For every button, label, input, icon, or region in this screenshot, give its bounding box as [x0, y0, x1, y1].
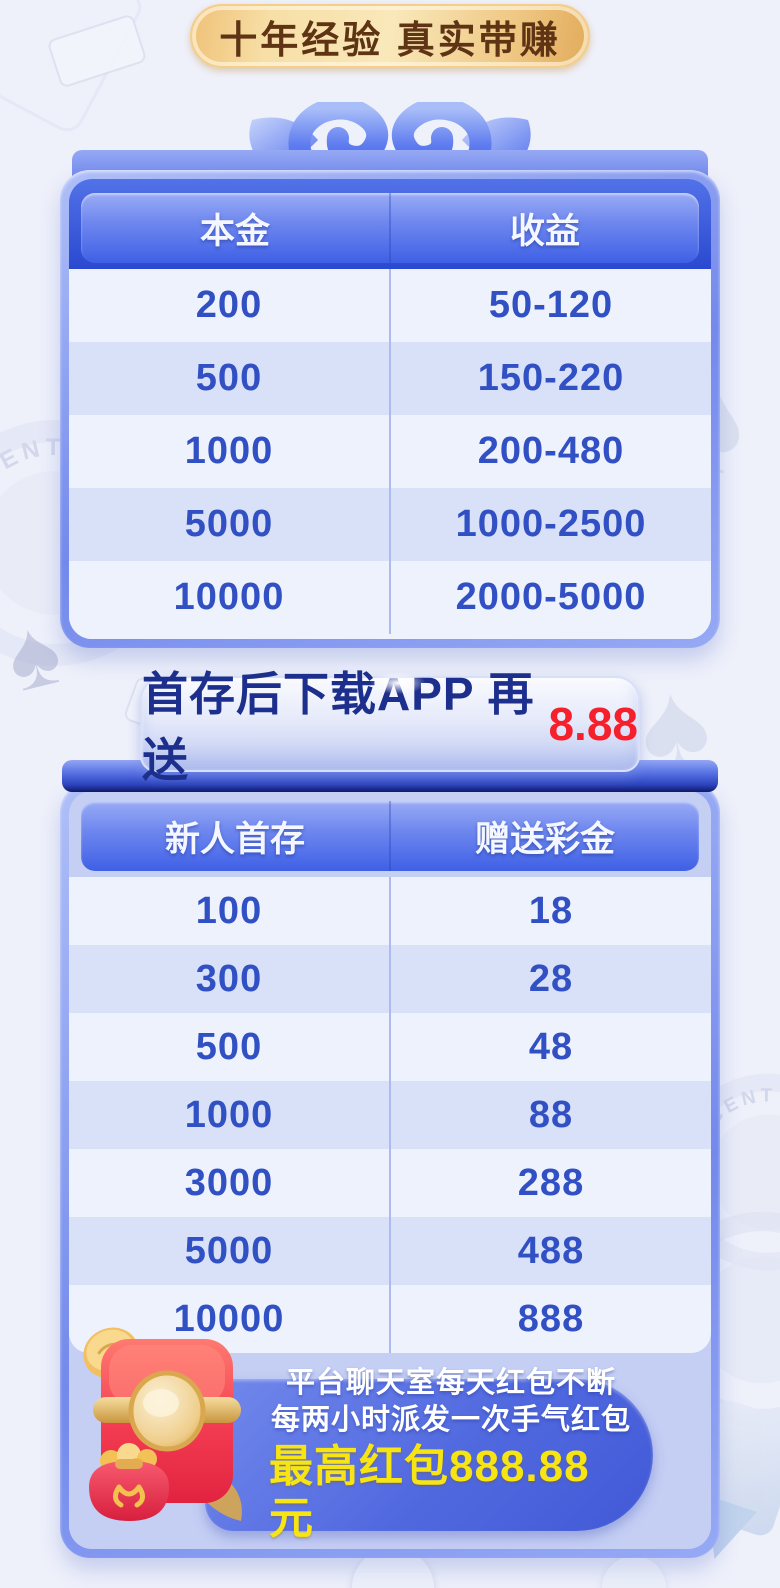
- table-row: 10000 2000-5000: [69, 561, 711, 634]
- bonus-cell: 28: [528, 957, 574, 1000]
- bonus-cell: 48: [528, 1025, 574, 1068]
- red-packet-promo-pill: 平台聊天室每天红包不断 每两小时派发一次手气红包 最高红包888.88元: [205, 1367, 653, 1543]
- promo-max-amount: 最高红包888.88元: [269, 1442, 590, 1543]
- red-packet-promo-section: 平台聊天室每天红包不断 每两小时派发一次手气红包 最高红包888.88元: [69, 1327, 711, 1549]
- profit-table-header-row: 本金 收益: [81, 193, 699, 263]
- experience-badge: 十年经验 真实带赚: [190, 4, 590, 68]
- profit-cell: 1000-2500: [455, 503, 647, 545]
- deposit-cell: 300: [69, 945, 391, 1013]
- deposit-cell: 100: [69, 877, 391, 945]
- red-envelope-icon: [83, 1327, 242, 1521]
- deposit-table-header-row: 新人首存 赠送彩金: [81, 801, 699, 871]
- column-header-principal: 本金: [81, 193, 391, 263]
- bonus-cell: 888: [517, 1297, 585, 1340]
- principal-cell: 500: [69, 342, 391, 415]
- table-row: 5000 1000-2500: [69, 488, 711, 561]
- promo-line-2: 每两小时派发一次手气红包: [270, 1404, 631, 1436]
- principal-cell: 1000: [69, 415, 391, 488]
- money-bag-icon: [89, 1443, 169, 1521]
- principal-cell: 10000: [69, 561, 391, 634]
- download-app-banner[interactable]: 首存后下载APP 再送 8.88: [140, 668, 640, 786]
- profit-table-panel: 本金 收益 200 50-120 500 150-220 1000 200-48…: [60, 170, 720, 648]
- table-row: 500 48: [69, 1013, 711, 1081]
- deposit-table-header-cap: 新人首存 赠送彩金: [69, 791, 711, 877]
- column-header-first-deposit: 新人首存: [81, 801, 391, 871]
- bonus-cell: 88: [528, 1093, 574, 1136]
- profit-cell: 150-220: [477, 357, 625, 399]
- table-row: 10000 888: [69, 1285, 711, 1353]
- profit-cell: 50-120: [488, 284, 614, 326]
- bonus-cell: 488: [517, 1229, 585, 1272]
- table-row: 200 50-120: [69, 269, 711, 342]
- column-header-bonus: 赠送彩金: [474, 819, 615, 859]
- profit-cell: 2000-5000: [455, 576, 647, 618]
- experience-badge-label: 十年经验 真实带赚: [219, 19, 561, 62]
- deposit-table-panel: 新人首存 赠送彩金 100 18 300 28 500 48 100: [60, 782, 720, 1558]
- table-row: 5000 488: [69, 1217, 711, 1285]
- table-row: 1000 88: [69, 1081, 711, 1149]
- banner-bonus-amount: 8.88: [548, 698, 638, 750]
- deposit-cell: 5000: [69, 1217, 391, 1285]
- deposit-cell: 10000: [69, 1285, 391, 1353]
- table-row: 3000 288: [69, 1149, 711, 1217]
- bonus-cell: 288: [517, 1161, 585, 1204]
- principal-cell: 5000: [69, 488, 391, 561]
- profit-table-header-cap: 本金 收益: [69, 179, 711, 269]
- banner-text: 首存后下载APP 再送: [142, 668, 535, 786]
- deposit-cell: 3000: [69, 1149, 391, 1217]
- table-row: 300 28: [69, 945, 711, 1013]
- glass-box-decoration: [46, 13, 148, 89]
- banner-glare: [370, 672, 427, 694]
- column-header-profit: 收益: [509, 211, 580, 251]
- deposit-cell: 500: [69, 1013, 391, 1081]
- table-row: 1000 200-480: [69, 415, 711, 488]
- profit-table-body: 200 50-120 500 150-220 1000 200-480 5000…: [69, 269, 711, 639]
- deposit-cell: 1000: [69, 1081, 391, 1149]
- table-row: 500 150-220: [69, 342, 711, 415]
- deposit-table-body: 100 18 300 28 500 48 1000 88 3000 288: [69, 877, 711, 1353]
- table-row: 100 18: [69, 877, 711, 945]
- principal-cell: 200: [69, 269, 391, 342]
- profit-cell: 200-480: [477, 430, 625, 472]
- chess-pawn-decoration: [602, 1556, 666, 1588]
- bonus-cell: 18: [528, 889, 574, 932]
- promo-line-1: 平台聊天室每天红包不断: [285, 1367, 616, 1399]
- hexagon-decoration: [0, 0, 148, 138]
